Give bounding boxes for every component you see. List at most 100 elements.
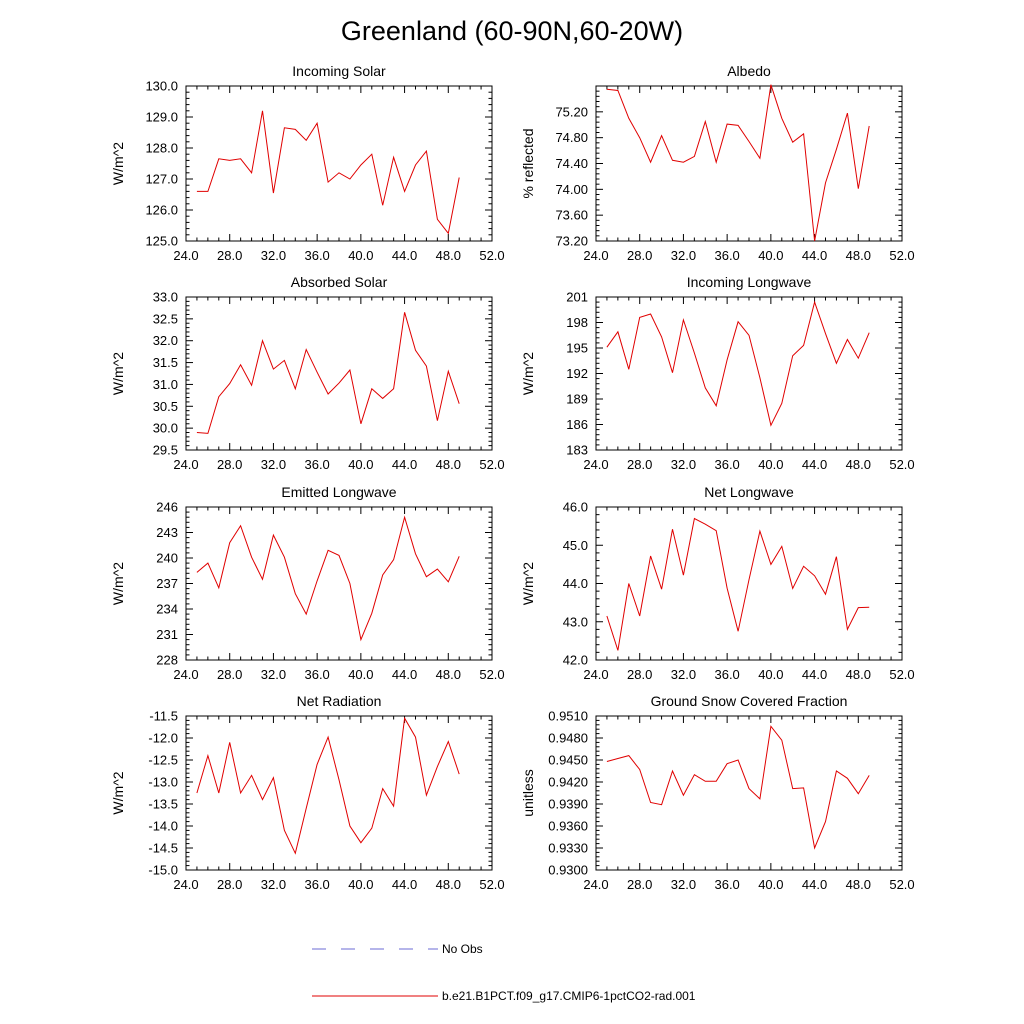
y-tick-label: 127.0 (145, 172, 178, 187)
x-tick-label: 52.0 (479, 877, 504, 892)
y-tick-label: 43.0 (563, 614, 588, 629)
series-line (606, 84, 870, 242)
x-tick-label: 40.0 (758, 877, 783, 892)
y-tick-label: 42.0 (563, 653, 588, 668)
x-tick-label: 44.0 (392, 457, 417, 472)
figure-title: Greenland (60-90N,60-20W) (341, 16, 683, 46)
y-tick-label: 0.9390 (548, 797, 588, 812)
y-tick-label: 246 (156, 500, 178, 515)
x-tick-label: 52.0 (479, 457, 504, 472)
x-tick-label: 28.0 (217, 877, 242, 892)
y-tick-label: 0.9300 (548, 863, 588, 878)
x-tick-label: 36.0 (714, 457, 739, 472)
legend-label-no-obs: No Obs (442, 942, 483, 956)
x-tick-label: 44.0 (802, 248, 827, 263)
x-tick-label: 32.0 (671, 248, 696, 263)
y-tick-label: 243 (156, 525, 178, 540)
y-tick-label: 44.0 (563, 576, 588, 591)
y-axis-label: unitless (520, 769, 536, 816)
y-tick-label: 0.9420 (548, 775, 588, 790)
y-tick-label: 32.5 (153, 311, 178, 326)
y-tick-label: 29.5 (153, 443, 178, 458)
y-tick-label: 198 (566, 315, 588, 330)
y-tick-label: 73.20 (555, 234, 588, 249)
x-tick-label: 32.0 (261, 248, 286, 263)
panel-title: Net Radiation (297, 693, 382, 709)
x-tick-label: 40.0 (348, 248, 373, 263)
y-axis-label: W/m^2 (110, 562, 126, 605)
y-tick-label: 240 (156, 551, 178, 566)
series-line (196, 312, 460, 434)
panel-title: Net Longwave (704, 484, 794, 500)
x-tick-label: 24.0 (583, 877, 608, 892)
x-tick-label: 36.0 (304, 667, 329, 682)
panel-title: Incoming Solar (292, 63, 386, 79)
x-tick-label: 52.0 (889, 877, 914, 892)
x-tick-label: 28.0 (217, 457, 242, 472)
y-tick-label: 234 (156, 602, 178, 617)
y-tick-label: 195 (566, 341, 588, 356)
x-tick-label: 48.0 (436, 457, 461, 472)
x-tick-label: 32.0 (671, 667, 696, 682)
y-axis-label: W/m^2 (110, 352, 126, 395)
legend-label-model: b.e21.B1PCT.f09_g17.CMIP6-1pctCO2-rad.00… (442, 989, 696, 1003)
x-tick-label: 48.0 (846, 667, 871, 682)
y-tick-label: 129.0 (145, 110, 178, 125)
x-tick-label: 32.0 (261, 457, 286, 472)
panel-4: Incoming Longwave W/m^2 24.0 28.0 32.0 36.0 40… (520, 274, 915, 472)
y-tick-label: 126.0 (145, 203, 178, 218)
x-tick-label: 48.0 (846, 248, 871, 263)
y-tick-label: 128.0 (145, 141, 178, 156)
x-tick-label: 28.0 (217, 248, 242, 263)
x-tick-label: 28.0 (627, 667, 652, 682)
y-tick-label: -14.5 (148, 841, 178, 856)
y-tick-label: 237 (156, 576, 178, 591)
x-tick-label: 24.0 (173, 667, 198, 682)
y-tick-label: 75.20 (555, 104, 588, 119)
y-tick-label: 228 (156, 653, 178, 668)
x-tick-label: 52.0 (889, 667, 914, 682)
legend: No Obs b.e21.B1PCT.f09_g17.CMIP6-1pctCO2… (312, 942, 696, 1003)
series-line (606, 725, 870, 850)
x-tick-label: 48.0 (846, 877, 871, 892)
plot-frame (595, 715, 903, 871)
series-line (606, 517, 870, 651)
x-tick-label: 48.0 (846, 457, 871, 472)
x-tick-label: 48.0 (436, 877, 461, 892)
plot-frame (185, 296, 493, 451)
y-axis-label: % reflected (520, 128, 536, 198)
x-tick-label: 32.0 (261, 667, 286, 682)
series-line (606, 300, 870, 427)
x-tick-label: 36.0 (304, 248, 329, 263)
y-tick-label: -12.0 (148, 731, 178, 746)
y-tick-label: 74.40 (555, 156, 588, 171)
series-line (196, 110, 460, 235)
x-tick-label: 44.0 (392, 667, 417, 682)
x-tick-label: 40.0 (758, 248, 783, 263)
y-tick-label: -13.0 (148, 775, 178, 790)
y-axis-label: W/m^2 (520, 562, 536, 605)
panel-6: Net Longwave W/m^2 24.0 28.0 32.0 36.0 40.0 44.… (520, 484, 915, 682)
x-tick-label: 44.0 (392, 877, 417, 892)
x-tick-label: 44.0 (392, 248, 417, 263)
x-tick-label: 52.0 (889, 248, 914, 263)
y-tick-label: 30.5 (153, 399, 178, 414)
x-tick-label: 36.0 (714, 667, 739, 682)
panel-8: Ground Snow Covered Fraction unitless 24.0… (520, 693, 915, 892)
x-tick-label: 24.0 (583, 248, 608, 263)
y-tick-label: 74.80 (555, 130, 588, 145)
panel-title: Emitted Longwave (281, 484, 396, 500)
y-tick-label: 231 (156, 627, 178, 642)
panel-5: Emitted Longwave W/m^2 24.0 28.0 32.0 36.0 40.… (110, 484, 505, 682)
y-tick-label: 74.00 (555, 182, 588, 197)
y-tick-label: -11.5 (149, 709, 178, 724)
y-tick-label: 0.9510 (548, 709, 588, 724)
panel-3: Absorbed Solar W/m^2 24.0 28.0 32.0 36.0 40.0 4… (110, 274, 505, 472)
x-tick-label: 36.0 (714, 248, 739, 263)
x-tick-label: 36.0 (304, 457, 329, 472)
x-tick-label: 40.0 (348, 877, 373, 892)
panels: Incoming Solar W/m^2 24.0 28.0 32.0 36.0 40.0 4… (110, 63, 915, 892)
y-tick-label: 0.9360 (548, 819, 588, 834)
y-axis-label: W/m^2 (520, 352, 536, 395)
y-tick-label: 125.0 (145, 234, 178, 249)
